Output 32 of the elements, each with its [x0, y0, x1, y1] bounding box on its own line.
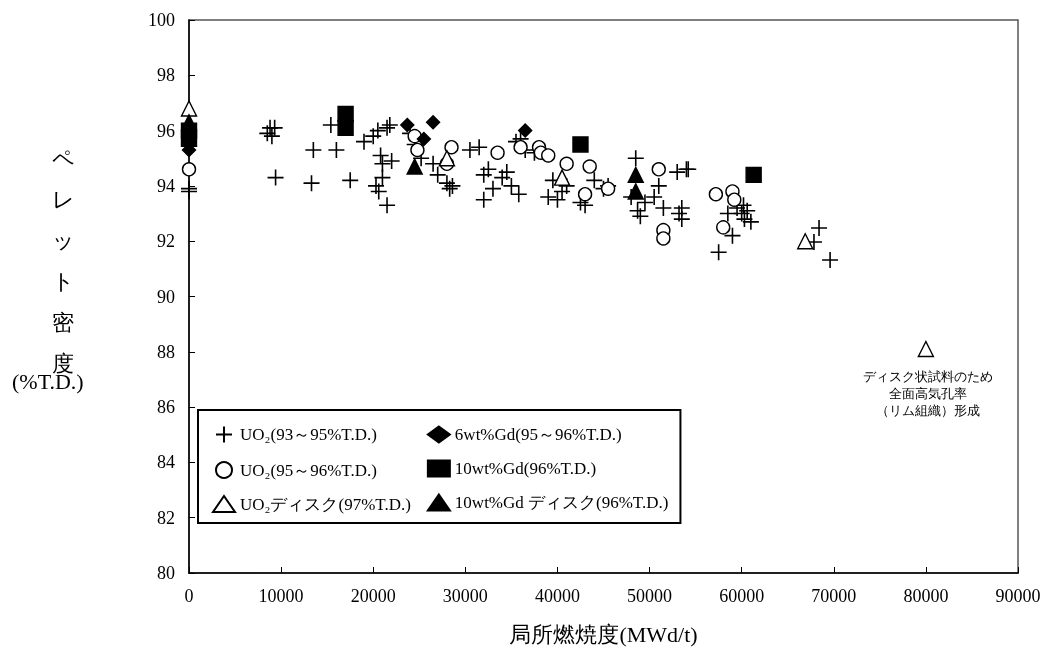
x-tick-label: 30000 — [442, 586, 488, 606]
y-tick-label: 98 — [157, 65, 175, 86]
y-tick-label: 86 — [157, 397, 175, 418]
legend-label: 6wt%Gd(95～96%T.D.) — [454, 425, 622, 444]
y-tick-label: 90 — [157, 286, 175, 307]
y-tick-label: 100 — [148, 10, 175, 30]
x-tick-label: 70000 — [811, 586, 857, 606]
x-axis-title: 局所燃焼度(MWd/t) — [509, 621, 698, 647]
x-tick-label: 20000 — [350, 586, 396, 606]
annotation: 全面高気孔率 — [889, 386, 967, 401]
legend-label: 10wt%Gd ディスク(96%T.D.) — [454, 493, 669, 512]
y-tick-label: 96 — [157, 120, 175, 141]
x-tick-label: 40000 — [534, 586, 580, 606]
x-tick-label: 0 — [184, 586, 194, 606]
legend-label: UO₂ディスク(97%T.D.) — [240, 494, 411, 514]
y-tick-label: 84 — [157, 452, 175, 473]
annotation: ディスク状試料のため — [863, 369, 993, 384]
legend-label: 10wt%Gd(96%T.D.) — [454, 459, 597, 478]
x-tick-label: 90000 — [995, 586, 1041, 606]
x-tick-label: 50000 — [627, 586, 673, 606]
x-tick-label: 60000 — [719, 586, 765, 606]
y-tick-label: 92 — [157, 231, 175, 252]
y-tick-label: 94 — [157, 175, 175, 196]
legend-label: UO₂(95～96%T.D.) — [240, 460, 377, 480]
x-tick-label: 80000 — [903, 586, 949, 606]
y-tick-label: 80 — [157, 563, 175, 583]
y-tick-label: 88 — [157, 341, 175, 362]
legend-label: UO₂(93～95%T.D.) — [240, 425, 377, 444]
x-tick-label: 10000 — [258, 586, 304, 606]
annotation: （リム組織）形成 — [876, 403, 980, 418]
y-axis-title: ペレット密度(%T.D.) — [12, 146, 84, 394]
y-tick-label: 82 — [157, 507, 175, 528]
